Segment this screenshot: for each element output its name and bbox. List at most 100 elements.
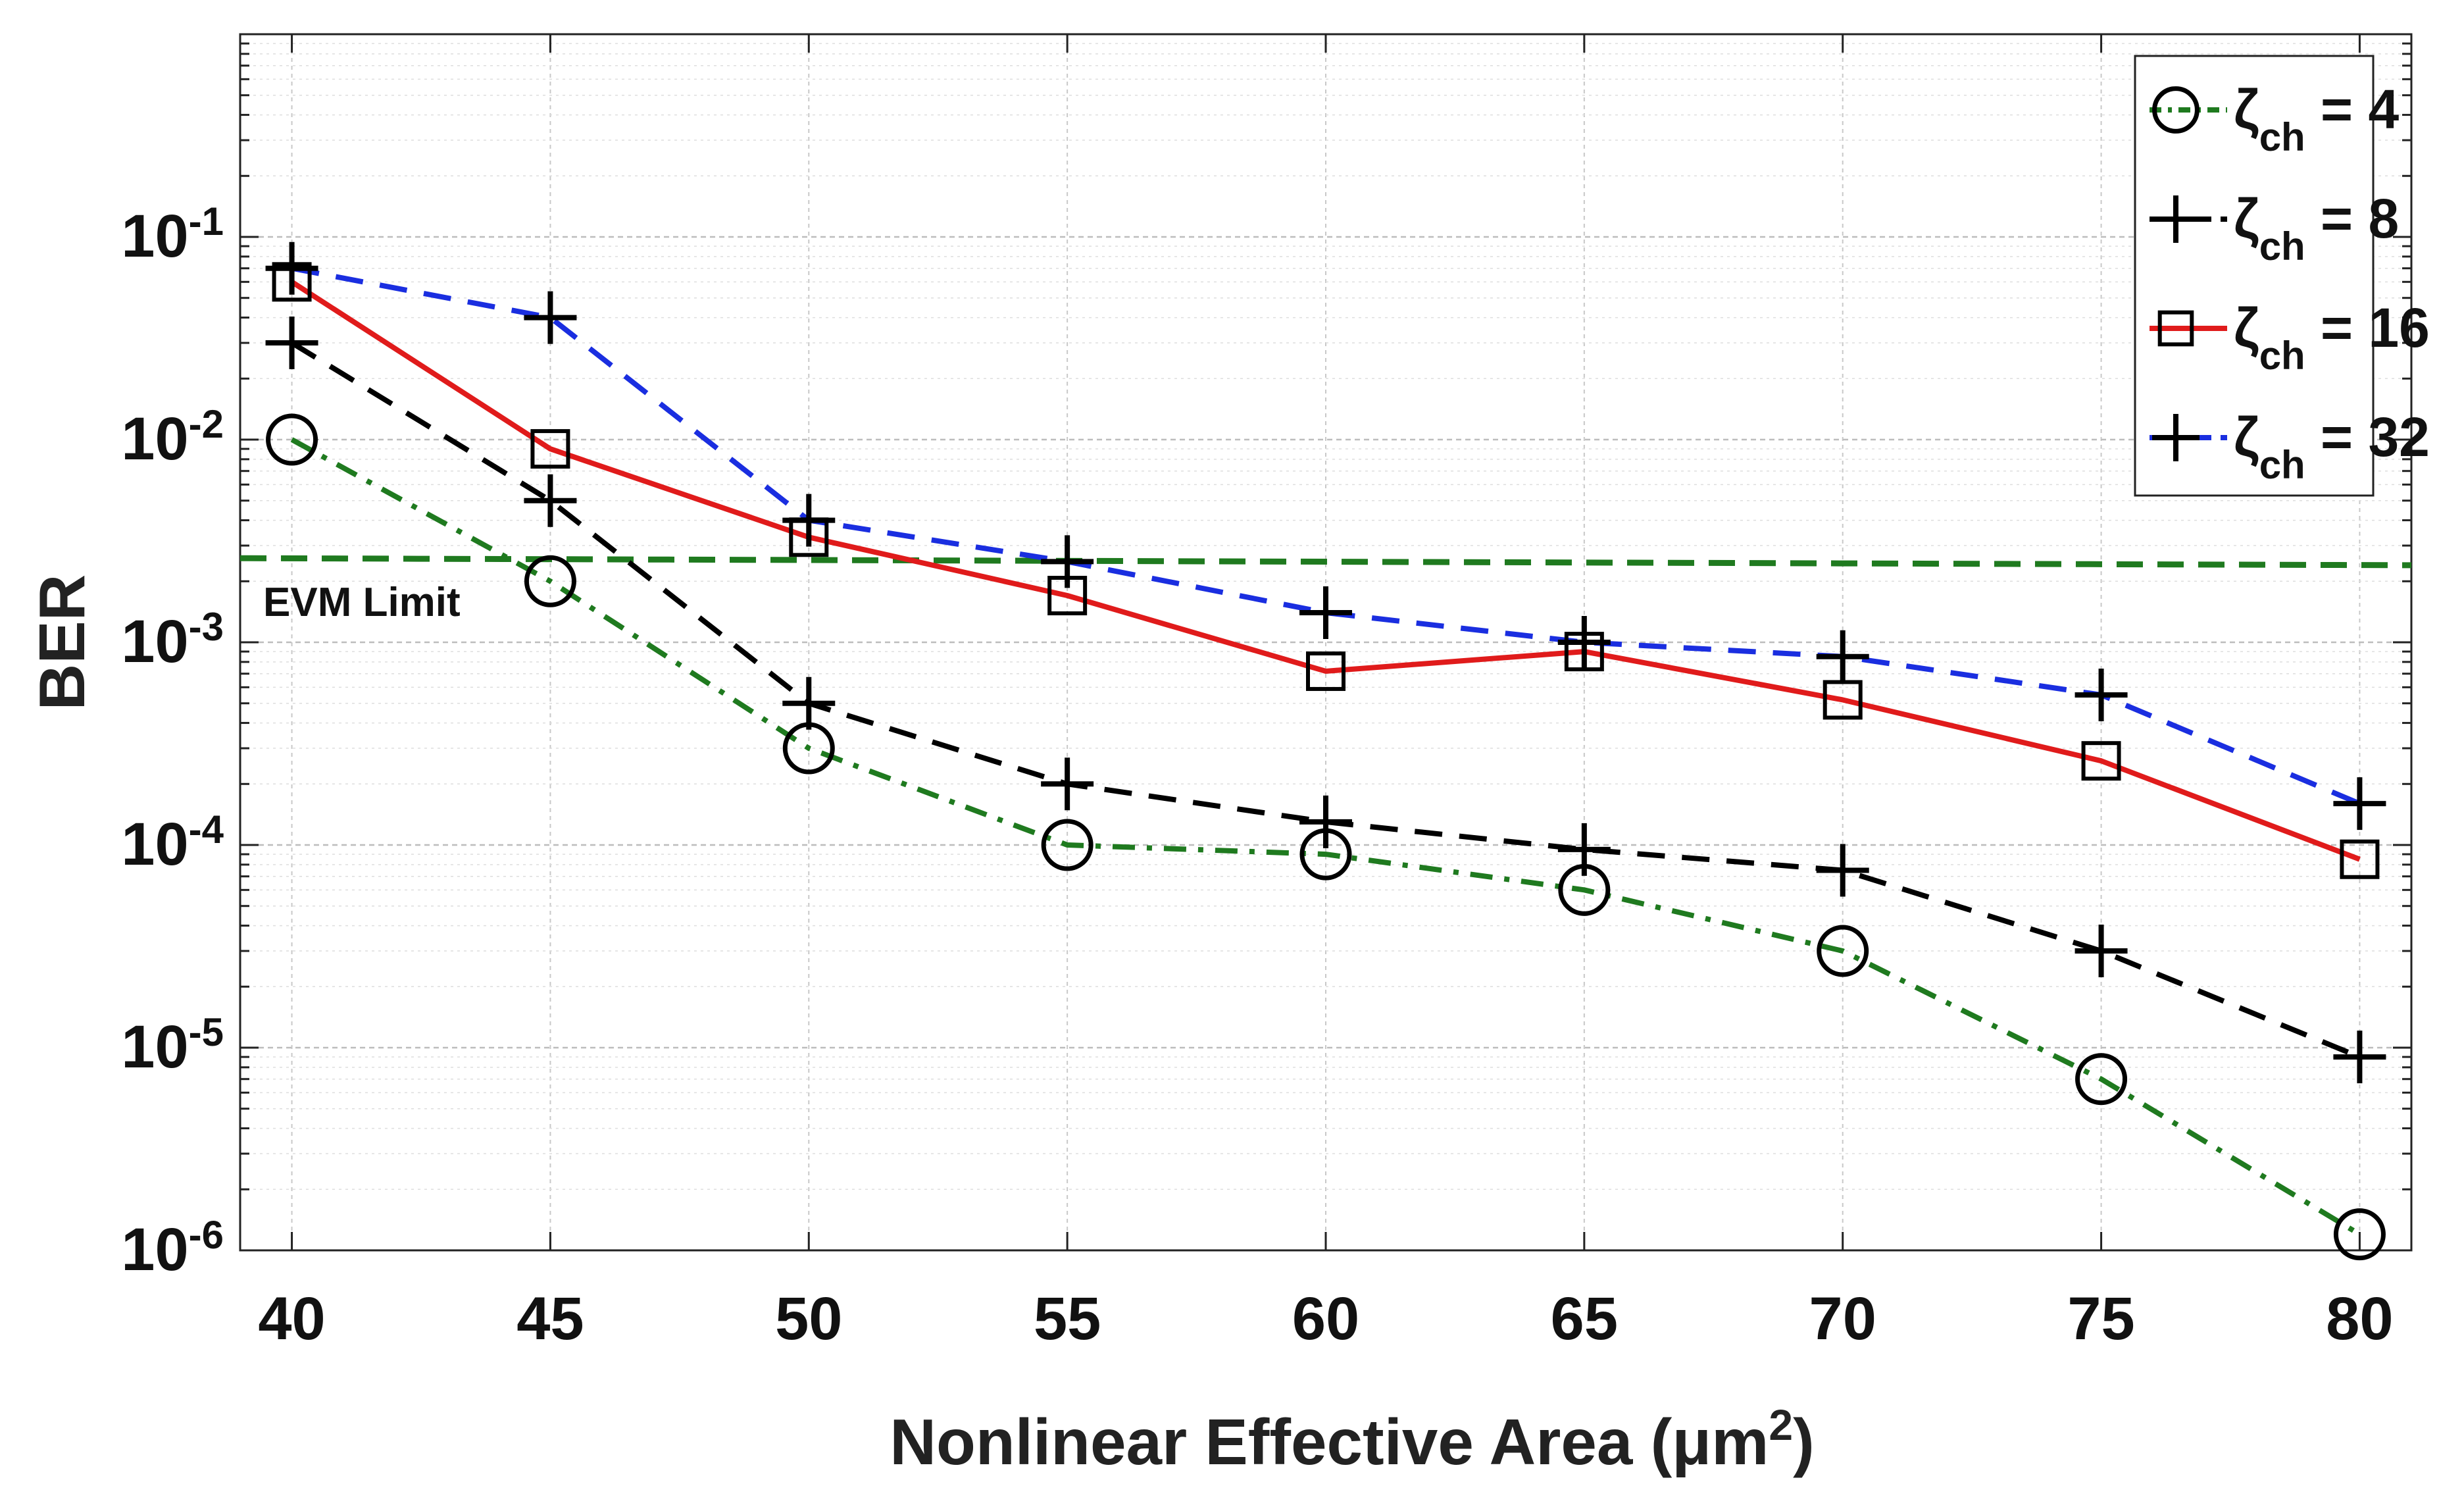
x-axis-title-sup: 2 (1769, 1400, 1793, 1449)
y-tick-exp: -2 (189, 402, 224, 446)
data-point-plus (2152, 414, 2200, 461)
y-tick-label: 10-4 (121, 807, 224, 879)
legend-label-symbol: ζ (2234, 188, 2259, 249)
y-tick-base: 10 (121, 1216, 188, 1283)
legend-label-symbol: ζ (2234, 297, 2259, 359)
data-point-square (1306, 651, 1345, 691)
data-point-plus (2074, 925, 2128, 978)
x-tick-label: 40 (258, 1285, 325, 1352)
legend-label-rest: = 16 (2305, 297, 2430, 359)
data-point-circle (1817, 925, 1869, 977)
series-line (290, 437, 2361, 1237)
data-point-square (789, 517, 829, 557)
x-axis-title-end: ) (1793, 1406, 1815, 1478)
data-point-circle (1299, 828, 1352, 881)
x-tick-labels: 40 45 50 55 60 65 70 75 80 (258, 1285, 2393, 1352)
legend-label-sub: ch (2259, 334, 2305, 378)
data-point-square (1564, 632, 1604, 672)
x-tick-label: 65 (1551, 1285, 1618, 1352)
legend-label-symbol: ζ (2234, 78, 2259, 140)
series-markers-0 (266, 413, 2386, 1261)
x-tick-label: 75 (2067, 1285, 2134, 1352)
data-point-plus (1299, 795, 1352, 848)
legend-label: ζch = 4 (2234, 78, 2399, 159)
series-markers-2 (272, 262, 2380, 879)
x-tick-label: 50 (775, 1285, 842, 1352)
y-tick-label: 10-3 (121, 605, 224, 676)
data-point-plus (524, 474, 577, 527)
x-axis-title: Nonlinear Effective Area (μm2) (890, 1400, 1815, 1478)
legend-entry-3: ζch = 32 (2150, 406, 2430, 487)
data-point-plus (2333, 777, 2386, 830)
data-point-plus (782, 677, 836, 730)
y-tick-exp: -5 (189, 1010, 224, 1054)
series-0 (290, 437, 2361, 1237)
data-point-plus (1816, 630, 1869, 683)
data-point-circle (1558, 863, 1611, 916)
data-point-circle (266, 413, 318, 466)
series-line (291, 265, 2361, 806)
data-point-circle (1041, 819, 1094, 871)
data-point-circle (782, 722, 835, 775)
legend-entry-2: ζch = 16 (2150, 297, 2430, 378)
series-group (265, 242, 2386, 1261)
legend-label: ζch = 32 (2234, 406, 2430, 487)
data-point-plus (1816, 844, 1869, 897)
evm-limit-group: EVM Limit (239, 555, 2412, 625)
data-point-square (2081, 741, 2121, 781)
legend-entry-1: ζch = 8 (2150, 188, 2399, 268)
series-3 (291, 265, 2361, 806)
data-point-plus (2074, 668, 2128, 721)
legend-label-rest: = 4 (2305, 78, 2400, 140)
data-point-circle (2333, 1208, 2386, 1261)
legend-label-rest: = 8 (2305, 188, 2399, 249)
data-point-plus (2152, 195, 2200, 243)
y-tick-base: 10 (121, 811, 188, 878)
y-tick-base: 10 (121, 1013, 188, 1081)
y-tick-base: 10 (121, 203, 188, 270)
y-tick-exp: -3 (189, 605, 224, 649)
y-tick-exp: -4 (189, 807, 224, 852)
data-point-square (1823, 680, 1863, 720)
axis-ticks (240, 33, 2411, 1252)
y-axis-title: BER (26, 575, 98, 711)
y-tick-label: 10-2 (121, 402, 224, 473)
y-tick-exp: -1 (189, 199, 224, 243)
data-point-plus (265, 317, 318, 370)
x-tick-label: 45 (516, 1285, 584, 1352)
evm-limit-line (239, 555, 2412, 569)
legend-label-symbol: ζ (2234, 406, 2259, 468)
data-point-square (2340, 839, 2380, 879)
data-point-plus (1041, 757, 1094, 811)
series-line (290, 340, 2361, 1060)
series-2 (290, 279, 2361, 862)
data-point-plus (1299, 586, 1352, 639)
x-tick-label: 55 (1034, 1285, 1101, 1352)
y-tick-labels: 10-610-510-410-310-210-1 (121, 199, 224, 1284)
series-1 (290, 340, 2361, 1060)
data-point-square (530, 429, 570, 469)
data-point-square (272, 262, 312, 302)
data-point-square (2157, 310, 2194, 347)
y-tick-label: 10-6 (121, 1213, 224, 1284)
legend-label: ζch = 16 (2234, 297, 2430, 378)
legend-entry-0: ζch = 4 (2150, 78, 2399, 159)
data-point-square (1047, 576, 1088, 616)
data-point-circle (524, 555, 576, 607)
y-tick-label: 10-1 (121, 199, 224, 270)
x-tick-label: 80 (2326, 1285, 2393, 1352)
legend-label-rest: = 32 (2305, 406, 2430, 468)
y-tick-label: 10-5 (121, 1010, 224, 1081)
data-point-plus (524, 291, 577, 344)
legend-label-sub: ch (2259, 224, 2305, 268)
y-tick-base: 10 (121, 405, 188, 473)
data-point-circle (2152, 86, 2200, 134)
series-line (290, 279, 2361, 862)
data-point-circle (2075, 1053, 2128, 1106)
legend-label-sub: ch (2259, 115, 2305, 159)
x-axis-title-main: Nonlinear Effective Area (μm (890, 1406, 1769, 1478)
legend-label: ζch = 8 (2234, 188, 2399, 268)
